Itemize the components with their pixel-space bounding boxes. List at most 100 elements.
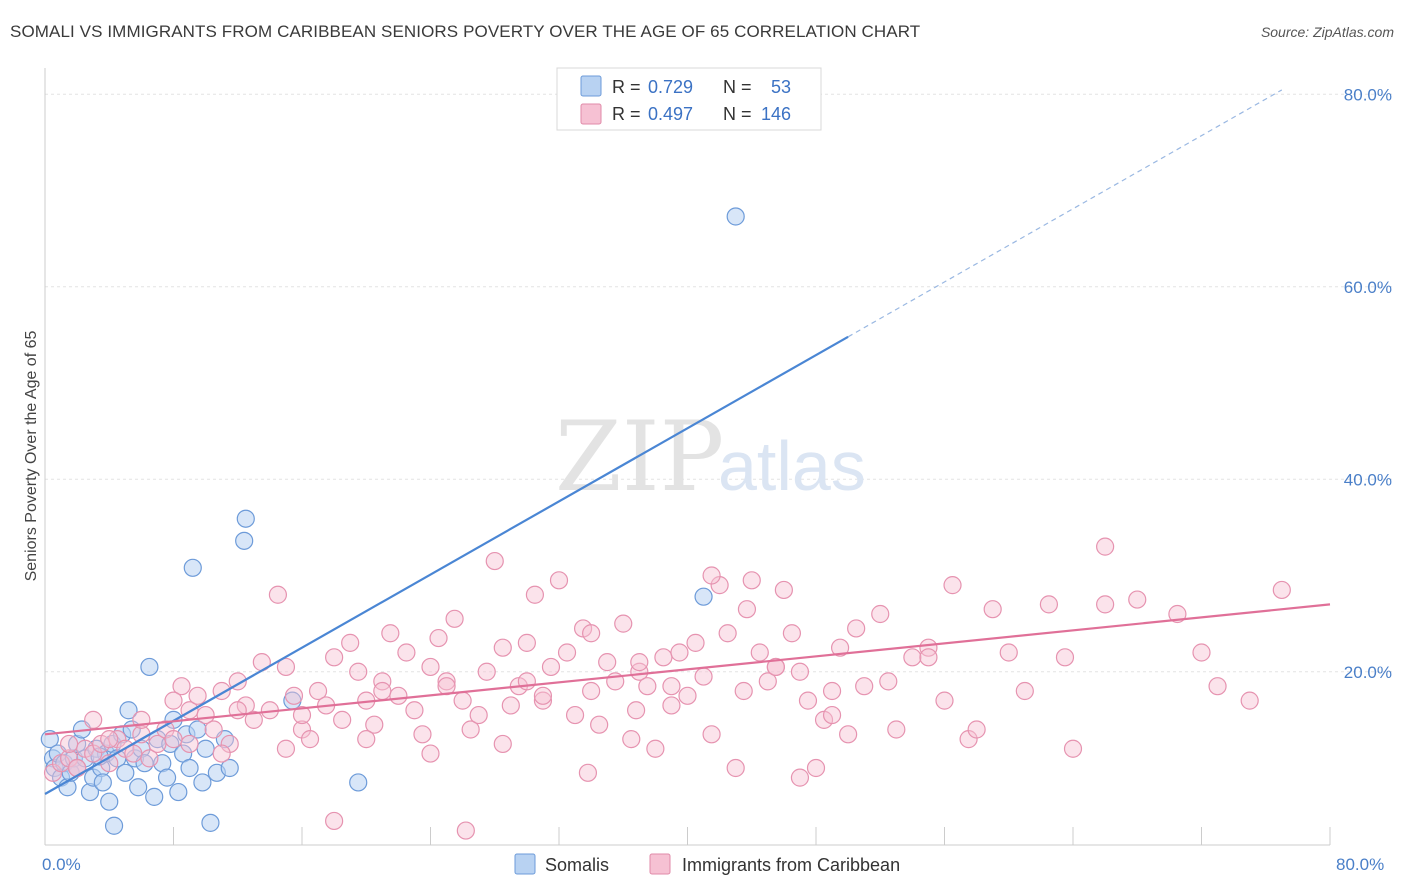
caribbean-point [100,730,119,749]
stats-legend-n-value: 53 [771,77,791,97]
caribbean-point [590,715,609,734]
somalis-point [119,701,138,720]
source-credit: Source: ZipAtlas.com [1260,24,1394,40]
somalis-point [193,773,212,792]
somalis-points [40,207,745,835]
caribbean-point [1128,590,1147,609]
caribbean-point [461,720,480,739]
caribbean-point [662,677,681,696]
caribbean-point [357,730,376,749]
somalis-point [116,763,135,782]
caribbean-point [758,672,777,691]
somalis-point [180,758,199,778]
somalis-point [161,734,180,754]
caribbean-point [879,672,898,691]
legend-label-caribbean: Immigrants from Caribbean [682,855,900,875]
caribbean-point [694,667,713,686]
caribbean-point [662,696,681,715]
stats-legend-r-label: R = [612,77,641,97]
caribbean-point [1055,648,1075,667]
caribbean-point [172,677,191,696]
caribbean-point [525,585,545,604]
caribbean-point [614,614,633,633]
y-axis-title: Seniors Poverty Over the Age of 65 [23,331,40,582]
gridlines [45,93,1392,673]
somalis-trend-extension [847,89,1283,338]
caribbean-point [405,701,424,720]
caribbean-point [501,696,520,715]
caribbean-point [718,624,737,643]
somalis-point [188,720,207,739]
caribbean-point [268,585,288,604]
caribbean-point [365,715,384,734]
caribbean-point [1096,595,1115,614]
x-tick-label-min: 0.0% [42,855,81,874]
stats-legend-n-value: 146 [761,104,791,124]
caribbean-point [325,648,344,667]
stats-legend-r-label: R = [612,104,641,124]
caribbean-point [1063,739,1083,758]
caribbean-point [1272,580,1291,600]
caribbean-point [517,672,536,691]
caribbean-point [686,633,705,652]
caribbean-point [750,643,769,662]
caribbean-point [903,648,922,667]
caribbean-point [421,744,440,763]
caribbean-point [790,662,810,681]
somalis-point [140,657,159,677]
caribbean-point [734,681,753,701]
caribbean-point [578,763,598,782]
caribbean-point [397,643,416,662]
caribbean-point [1039,595,1059,614]
caribbean-point [598,653,617,672]
caribbean-point [549,571,569,590]
caribbean-point [670,643,689,662]
stats-legend-r-value: 0.729 [648,77,693,97]
caribbean-point [565,705,585,725]
caribbean-point [830,638,850,657]
caribbean-point [84,710,103,729]
caribbean-point [726,758,745,778]
somalis-point [100,792,119,811]
caribbean-point [68,758,87,778]
somalis-point [196,739,215,758]
caribbean-point [943,576,962,595]
y-tick-label: 40.0% [1344,470,1392,489]
caribbean-point [1168,604,1187,624]
caribbean-point [533,686,553,705]
caribbean-point [654,648,673,667]
caribbean-point [774,580,793,600]
somalis-point [129,778,148,797]
caribbean-point [557,643,577,662]
caribbean-point [493,734,512,754]
caribbean-point [59,734,79,754]
caribbean-point [1096,537,1115,556]
stats-legend-n-label: N = [723,104,752,124]
caribbean-point [871,604,890,624]
caribbean-point [630,662,649,681]
caribbean-point [333,710,352,729]
somalis-point [726,207,745,226]
caribbean-point [582,624,601,643]
caribbean-point [983,600,1002,619]
caribbean-point [541,657,561,677]
caribbean-point [855,677,874,696]
caribbean-point [967,720,986,739]
caribbean-point [582,681,601,701]
somalis-point [349,773,368,792]
caribbean-point [919,638,938,657]
caribbean-point [413,725,432,744]
legend-swatch-caribbean [649,853,671,875]
y-tick-label: 60.0% [1344,278,1392,297]
x-tick-label-max: 80.0% [1336,855,1384,874]
somalis-point [236,509,255,528]
chart-title: SOMALI VS IMMIGRANTS FROM CARIBBEAN SENI… [10,22,921,41]
caribbean-points [43,537,1291,840]
caribbean-point [212,744,231,763]
legend-swatch-somalis [514,853,536,875]
watermark-zip: ZIP [555,401,724,513]
caribbean-point [822,705,842,725]
caribbean-point [140,749,159,768]
caribbean-point [1240,691,1259,710]
